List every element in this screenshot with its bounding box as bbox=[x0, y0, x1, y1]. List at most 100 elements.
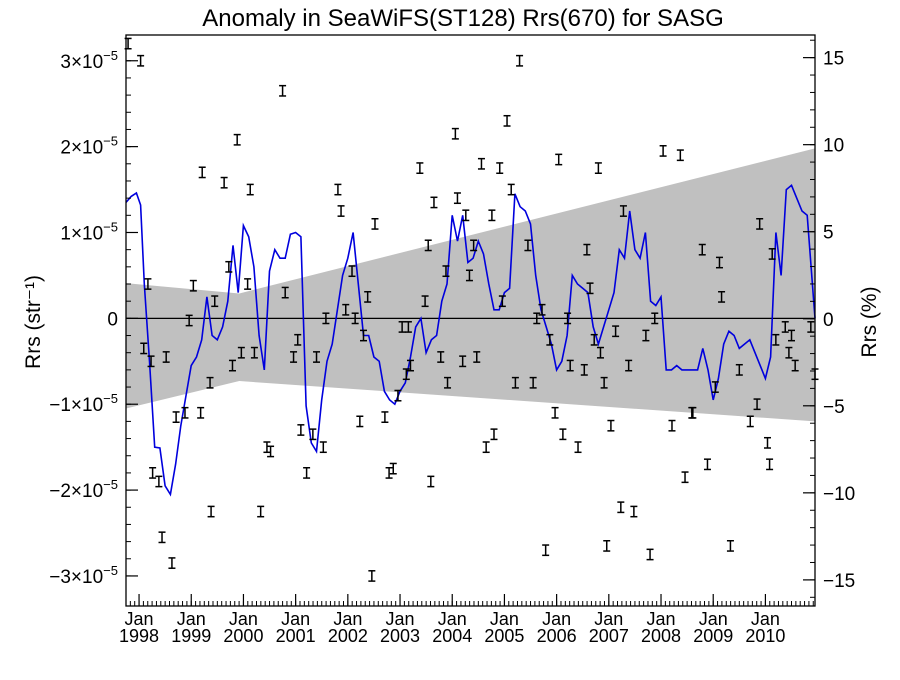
data-point bbox=[785, 346, 793, 359]
data-point bbox=[244, 278, 252, 290]
data-point bbox=[715, 256, 723, 269]
x-tick-label-year: 2009 bbox=[693, 626, 733, 646]
x-tick-label-month: Jan bbox=[647, 609, 676, 629]
x-tick-label-year: 2001 bbox=[276, 626, 316, 646]
x-tick-label-year: 2008 bbox=[641, 626, 681, 646]
y-right-tick-label: 15 bbox=[823, 49, 844, 70]
data-point bbox=[233, 133, 241, 146]
data-point bbox=[342, 303, 350, 316]
data-point bbox=[158, 531, 166, 544]
y-right-tick-label: 5 bbox=[823, 223, 834, 244]
data-point bbox=[735, 363, 743, 376]
data-point bbox=[294, 333, 302, 346]
data-point bbox=[586, 282, 594, 295]
data-point bbox=[596, 346, 604, 359]
data-point bbox=[559, 428, 567, 441]
data-point bbox=[402, 368, 410, 381]
data-point bbox=[746, 415, 754, 428]
y-left-tick-label: 3×10−5 bbox=[60, 48, 118, 73]
data-point bbox=[406, 359, 414, 372]
y-left-tick-label: −1×10−5 bbox=[49, 391, 118, 416]
data-point bbox=[381, 411, 389, 423]
x-tick-label-year: 2002 bbox=[328, 626, 368, 646]
data-point bbox=[630, 505, 638, 518]
data-point bbox=[574, 441, 582, 454]
data-point bbox=[529, 376, 537, 389]
data-point bbox=[309, 428, 317, 441]
data-point bbox=[267, 445, 275, 458]
x-tick-label-month: Jan bbox=[125, 609, 154, 629]
data-point bbox=[503, 114, 511, 127]
data-point bbox=[389, 462, 397, 475]
confidence-band bbox=[126, 148, 815, 422]
data-point bbox=[147, 355, 155, 368]
data-point bbox=[364, 290, 372, 303]
x-tick-label-year: 2004 bbox=[432, 626, 472, 646]
y-right-tick-label: 0 bbox=[823, 310, 834, 331]
data-point bbox=[646, 548, 654, 561]
data-point bbox=[398, 321, 406, 333]
data-point bbox=[168, 557, 176, 569]
data-point bbox=[726, 539, 734, 552]
data-point bbox=[772, 333, 780, 346]
x-tick-label-month: Jan bbox=[594, 609, 623, 629]
data-point bbox=[356, 415, 364, 428]
data-point bbox=[807, 321, 815, 333]
data-point bbox=[228, 359, 236, 372]
data-point bbox=[516, 54, 524, 67]
data-point bbox=[459, 355, 467, 368]
data-point bbox=[698, 243, 706, 256]
data-point bbox=[172, 411, 180, 423]
x-tick-label-year: 2000 bbox=[223, 626, 263, 646]
data-point bbox=[477, 157, 485, 170]
x-tick-label-year: 2007 bbox=[589, 626, 629, 646]
data-point bbox=[711, 381, 719, 393]
data-point bbox=[538, 303, 546, 316]
data-point bbox=[427, 475, 435, 488]
left-axis-label: Rrs (str⁻¹) bbox=[22, 275, 45, 369]
y-right-tick-label: −15 bbox=[823, 571, 855, 592]
x-tick-label-month: Jan bbox=[177, 609, 206, 629]
data-point bbox=[546, 333, 554, 346]
anomaly-series-line bbox=[125, 183, 816, 497]
data-point bbox=[766, 458, 774, 471]
data-point bbox=[337, 205, 345, 217]
plot-frame bbox=[125, 34, 816, 607]
data-point bbox=[507, 183, 515, 196]
data-point bbox=[524, 239, 532, 252]
data-point bbox=[181, 406, 189, 419]
data-point bbox=[659, 145, 667, 157]
data-point bbox=[451, 127, 459, 140]
y-right-tick-label: −5 bbox=[823, 397, 845, 418]
right-axis-label: Rrs (%) bbox=[858, 286, 881, 357]
data-point bbox=[149, 467, 157, 479]
data-point bbox=[703, 458, 711, 471]
data-point bbox=[490, 428, 498, 441]
data-point bbox=[612, 325, 620, 338]
data-point bbox=[482, 441, 490, 454]
y-right-tick-label: 10 bbox=[823, 136, 844, 157]
y-left-tick-label: 1×10−5 bbox=[60, 219, 118, 244]
data-point bbox=[197, 406, 205, 419]
data-point bbox=[140, 342, 148, 355]
x-tick-label-month: Jan bbox=[333, 609, 362, 629]
x-tick-label-year: 1998 bbox=[119, 626, 159, 646]
data-point bbox=[313, 351, 321, 363]
data-point bbox=[619, 205, 627, 217]
data-point bbox=[603, 539, 611, 552]
data-point bbox=[162, 351, 170, 363]
data-point bbox=[442, 265, 450, 278]
confidence-band-layer bbox=[126, 148, 815, 422]
data-point bbox=[404, 321, 412, 333]
data-point bbox=[781, 321, 789, 333]
x-tick-label-month: Jan bbox=[438, 609, 467, 629]
data-point bbox=[246, 183, 254, 196]
chart-title: Anomaly in SeaWiFS(ST128) Rrs(670) for S… bbox=[202, 5, 724, 32]
data-point bbox=[583, 243, 591, 256]
data-point bbox=[334, 183, 342, 196]
data-point bbox=[444, 376, 452, 389]
x-tick-label-month: Jan bbox=[281, 609, 310, 629]
data-point bbox=[297, 424, 305, 436]
data-point bbox=[237, 346, 245, 359]
data-point bbox=[281, 286, 289, 299]
